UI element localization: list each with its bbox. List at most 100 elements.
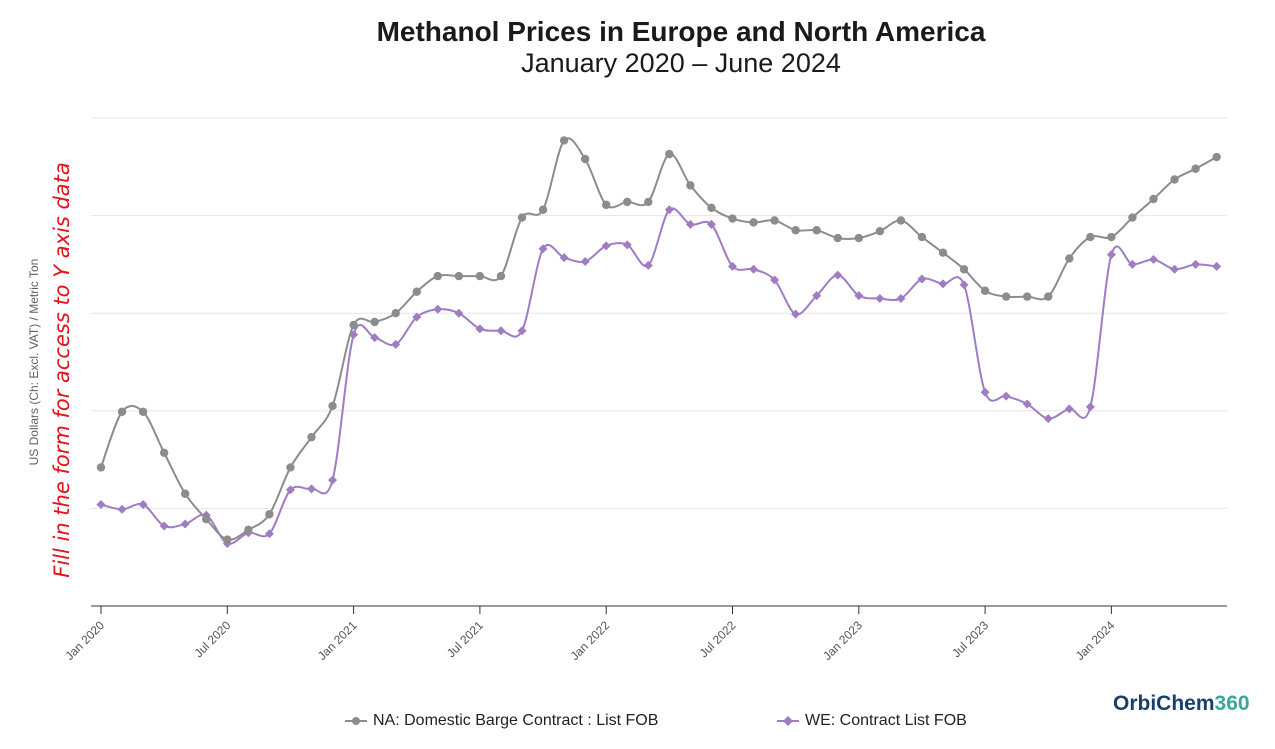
data-point-1 — [538, 244, 548, 254]
data-point-1 — [1212, 261, 1222, 271]
data-point-1 — [496, 326, 506, 336]
data-point-1 — [1022, 399, 1032, 409]
data-point-0 — [454, 271, 464, 281]
data-point-1 — [1191, 259, 1201, 269]
data-point-0 — [917, 232, 927, 242]
data-point-0 — [1022, 292, 1032, 301]
data-point-1 — [433, 304, 443, 314]
data-point-1 — [833, 270, 843, 280]
data-point-0 — [1149, 194, 1158, 204]
chart-subtitle: January 2020 – June 2024 — [521, 48, 841, 78]
x-tick-label: Jul 2022 — [697, 618, 739, 660]
x-tick-label: Jan 2020 — [62, 618, 107, 663]
series-line-1 — [100, 207, 1217, 545]
legend-label-we: WE: Contract List FOB — [805, 712, 967, 729]
data-point-1 — [1085, 402, 1095, 412]
data-point-1 — [1127, 259, 1137, 269]
data-point-1 — [622, 240, 632, 250]
data-point-0 — [1001, 292, 1011, 301]
data-point-0 — [138, 407, 148, 416]
legend-item-na[interactable]: NA: Domestic Barge Contract : List FOB — [345, 710, 658, 732]
data-point-0 — [538, 205, 548, 214]
data-point-0 — [665, 149, 674, 159]
data-point-0 — [1086, 232, 1095, 242]
data-point-0 — [433, 271, 442, 281]
data-point-1 — [1170, 264, 1180, 274]
data-point-1 — [517, 326, 527, 336]
data-point-1 — [285, 485, 295, 495]
orbichem-logo: OrbiChem360 — [1113, 692, 1250, 715]
data-point-1 — [180, 519, 190, 529]
data-point-0 — [812, 226, 821, 235]
data-point-0 — [117, 407, 127, 416]
x-tick-label: Jul 2021 — [444, 618, 486, 660]
data-point-1 — [685, 219, 695, 229]
data-point-1 — [580, 256, 590, 266]
data-point-0 — [854, 233, 863, 243]
data-point-0 — [412, 287, 421, 296]
data-point-0 — [623, 197, 632, 207]
data-point-0 — [1044, 292, 1053, 301]
data-point-0 — [728, 214, 737, 223]
data-point-0 — [1107, 232, 1116, 242]
data-point-1 — [664, 205, 674, 215]
data-point-1 — [770, 275, 780, 285]
data-point-0 — [1212, 152, 1221, 162]
x-tick-label: Jan 2022 — [567, 618, 612, 663]
data-point-1 — [917, 274, 927, 284]
data-point-1 — [159, 521, 169, 531]
data-point-0 — [475, 271, 485, 281]
data-point-1 — [854, 291, 864, 301]
data-point-0 — [980, 286, 990, 295]
data-point-0 — [286, 463, 295, 472]
data-point-1 — [307, 484, 316, 494]
data-point-0 — [1191, 164, 1200, 173]
x-tick-label: Jul 2020 — [191, 618, 233, 660]
data-point-0 — [686, 181, 695, 190]
data-point-0 — [959, 265, 969, 274]
legend-label-na: NA: Domestic Barge Contract : List FOB — [373, 712, 659, 729]
data-point-1 — [896, 294, 906, 304]
data-point-1 — [749, 264, 759, 274]
x-tick-label: Jul 2023 — [949, 618, 991, 660]
data-point-0 — [875, 227, 885, 236]
data-point-1 — [559, 253, 569, 263]
legend-circle-icon — [345, 717, 367, 725]
data-point-1 — [117, 504, 127, 514]
data-point-0 — [1128, 213, 1137, 222]
data-point-1 — [1106, 250, 1116, 260]
data-point-0 — [517, 213, 527, 222]
data-point-0 — [602, 200, 611, 210]
line-chart: Jan 2020 Jul 2020 Jan 2021 Jul 2021 Jan 2022… — [62, 117, 1227, 663]
data-point-0 — [391, 309, 400, 318]
data-point-0 — [707, 203, 716, 212]
data-point-0 — [896, 216, 906, 225]
data-point-0 — [244, 525, 253, 535]
data-point-0 — [307, 432, 316, 442]
data-point-1 — [1064, 404, 1074, 414]
chart-title: Methanol Prices in Europe and North Amer… — [376, 16, 986, 47]
data-point-0 — [749, 218, 758, 227]
data-point-0 — [1170, 175, 1179, 184]
data-point-1 — [875, 294, 885, 304]
legend-item-we[interactable]: WE: Contract List FOB — [777, 710, 967, 732]
data-point-0 — [349, 320, 358, 330]
data-point-1 — [812, 291, 822, 301]
x-tick-label: Jan 2024 — [1073, 618, 1118, 663]
data-point-0 — [644, 197, 653, 207]
data-point-0 — [559, 136, 569, 145]
data-point-1 — [938, 279, 948, 289]
data-point-0 — [770, 216, 779, 225]
data-point-1 — [980, 387, 990, 397]
data-point-0 — [833, 233, 842, 243]
data-point-1 — [728, 261, 737, 271]
data-point-0 — [938, 248, 948, 257]
data-point-1 — [959, 280, 969, 290]
data-point-0 — [96, 463, 106, 472]
data-point-0 — [159, 448, 169, 457]
data-point-1 — [706, 219, 716, 229]
data-point-0 — [496, 271, 506, 281]
data-point-0 — [370, 317, 379, 327]
data-point-1 — [328, 475, 338, 485]
data-point-1 — [1149, 255, 1158, 265]
